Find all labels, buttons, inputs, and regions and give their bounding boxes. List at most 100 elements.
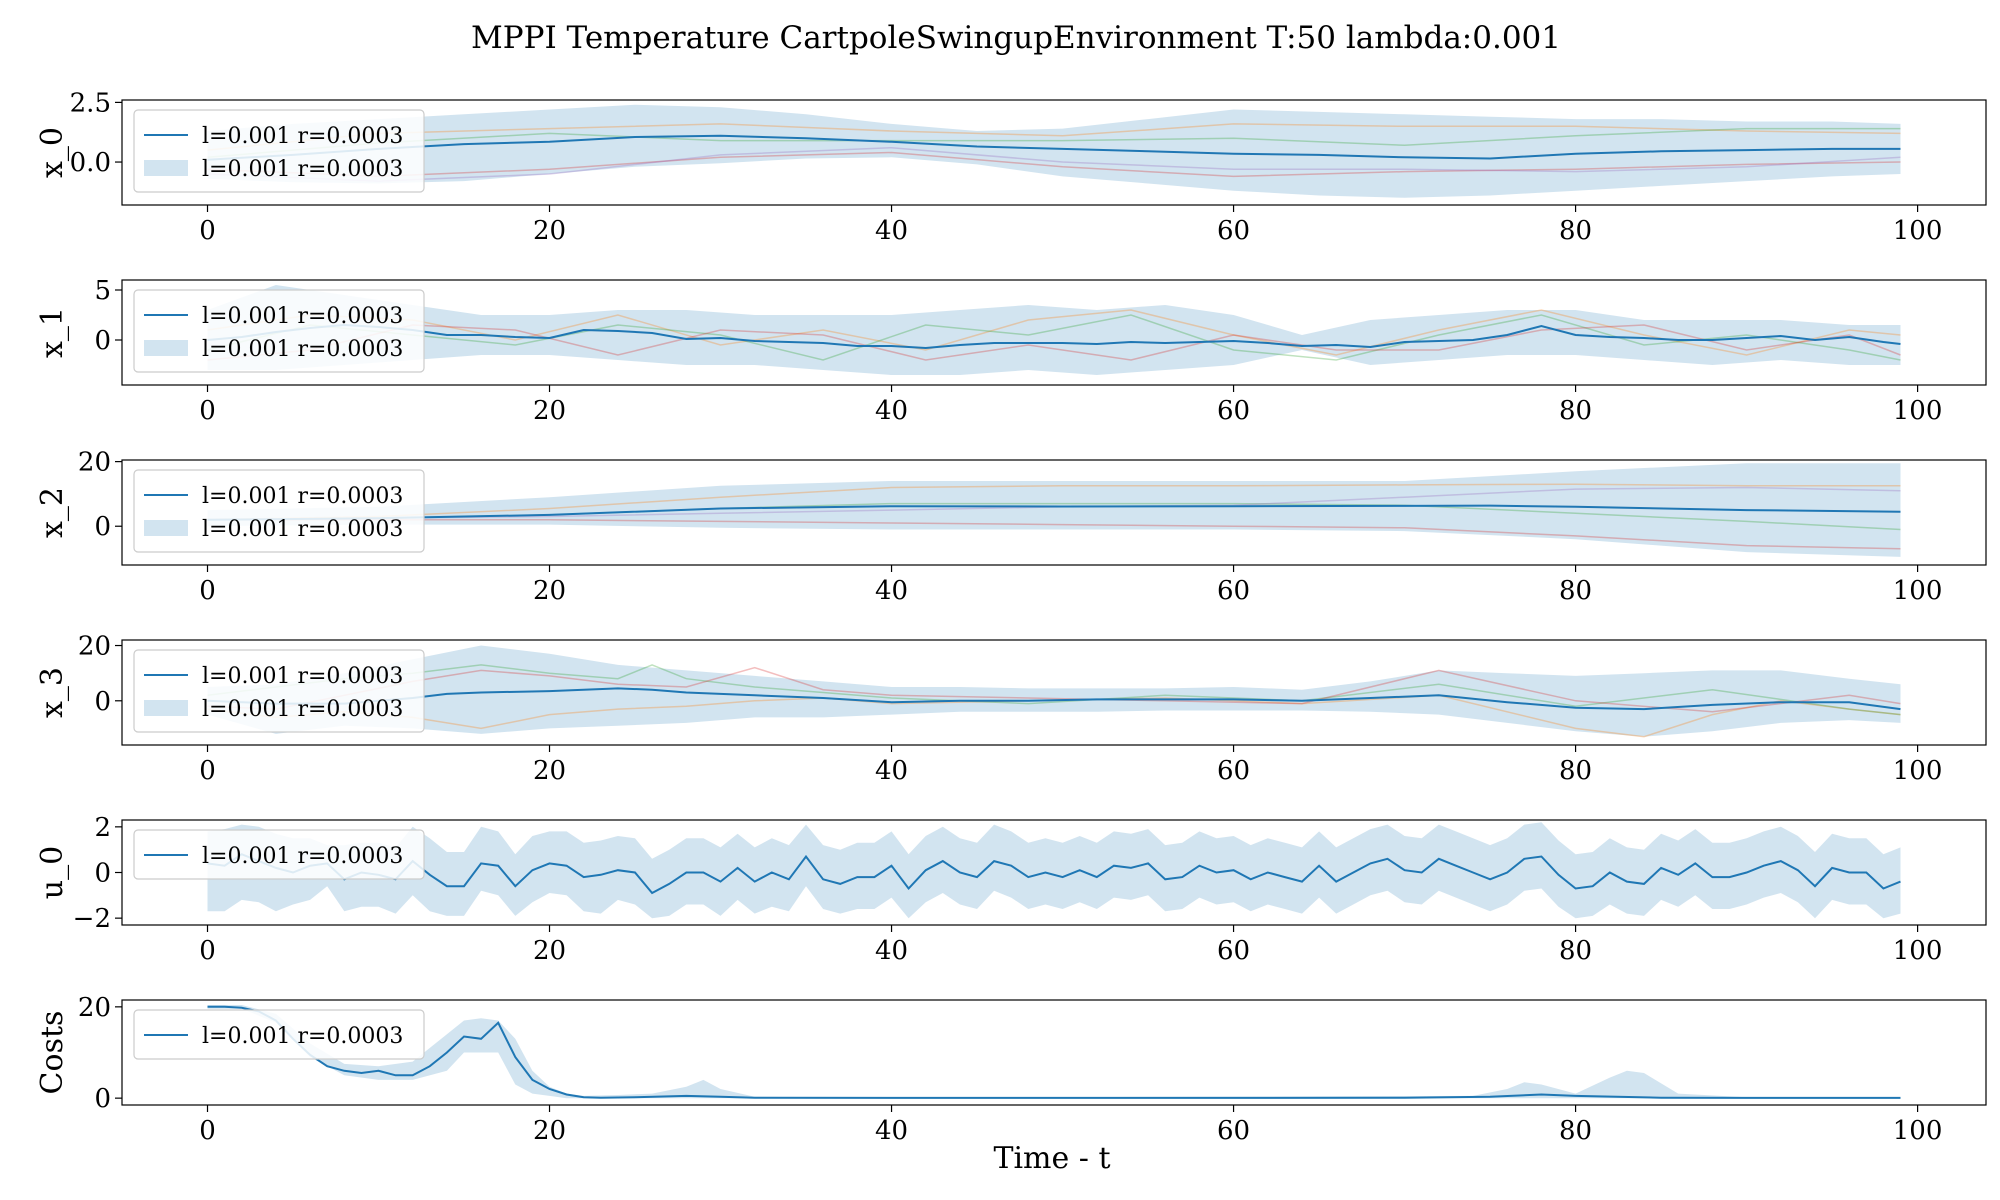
x-tick-label: 20	[533, 1116, 566, 1146]
x-tick-label: 20	[533, 216, 566, 246]
legend-box	[133, 109, 425, 193]
y-tick-label: 0.0	[70, 148, 111, 178]
x-tick-label: 80	[1559, 756, 1592, 786]
confidence-band	[207, 285, 1901, 375]
y-tick-label: 20	[78, 632, 111, 662]
x-tick-label: 0	[199, 216, 216, 246]
legend-label: l=0.001 r=0.0003	[202, 304, 403, 329]
y-tick-label: 0	[94, 687, 111, 717]
sample-trajectory-line	[207, 483, 1901, 521]
y-tick-label: 0	[94, 859, 111, 889]
legend-label: l=0.001 r=0.0003	[202, 1024, 403, 1049]
sample-trajectory-line	[207, 314, 1901, 361]
y-axis-label: x_3	[35, 667, 70, 718]
confidence-band	[207, 645, 1901, 737]
x-tick-label: 0	[199, 1116, 216, 1146]
subplot-x-3: 0 20 40 60 80 100 20 0 x_3 l=0.001 r=0.0003 l=0.00…	[35, 632, 1987, 786]
x-tick-label: 0	[199, 936, 216, 966]
axes-frame	[121, 999, 1987, 1106]
x-tick-label: 60	[1217, 396, 1250, 426]
legend-box	[133, 829, 425, 880]
plot-area	[207, 645, 1901, 738]
x-tick-label: 60	[1217, 1116, 1250, 1146]
confidence-band	[207, 822, 1901, 919]
x-tick-label: 80	[1559, 1116, 1592, 1146]
x-tick-label: 20	[533, 756, 566, 786]
x-axis-label: Time - t	[993, 1141, 1110, 1176]
plot-area	[207, 104, 1901, 198]
axes-frame	[121, 459, 1987, 566]
confidence-band	[207, 104, 1901, 198]
axes-frame	[121, 99, 1987, 206]
y-tick-label: 20	[78, 448, 111, 478]
axes-frame	[121, 279, 1987, 386]
x-tick-label: 40	[875, 1116, 908, 1146]
legend-box	[133, 649, 425, 733]
subplot-costs: 0 20 40 60 80 100 20 0 Costs l=0.001 r=0.0003	[35, 993, 1987, 1146]
confidence-band	[207, 463, 1901, 557]
x-tick-label: 100	[1893, 1116, 1943, 1146]
plot-area	[207, 822, 1901, 919]
legend-label: l=0.001 r=0.0003	[202, 664, 403, 689]
y-tick-label: 5	[94, 276, 111, 306]
legend-label: l=0.001 r=0.0003	[202, 484, 403, 509]
x-tick-label: 80	[1559, 216, 1592, 246]
plot-area	[207, 1005, 1901, 1099]
x-tick-label: 40	[875, 216, 908, 246]
y-tick-label: 0	[94, 512, 111, 542]
x-tick-label: 60	[1217, 576, 1250, 606]
sample-trajectory-line	[207, 324, 1901, 361]
x-tick-label: 0	[199, 396, 216, 426]
y-tick-label: 2.5	[70, 88, 111, 118]
y-tick-label: −2	[73, 904, 111, 934]
legend-box	[133, 289, 425, 373]
axes-frame	[121, 639, 1987, 746]
plot-area	[207, 285, 1901, 375]
y-tick-label: 20	[78, 993, 111, 1023]
mean-line	[207, 853, 1901, 895]
legend-label: l=0.001 r=0.0003	[202, 844, 403, 869]
legend-box	[133, 469, 425, 553]
sample-trajectory-line	[207, 146, 1901, 182]
x-tick-label: 60	[1217, 756, 1250, 786]
legend-band-handle	[144, 160, 188, 176]
x-tick-label: 0	[199, 756, 216, 786]
x-tick-label: 100	[1893, 576, 1943, 606]
mean-line	[207, 134, 1901, 161]
legend-label: l=0.001 r=0.0003	[202, 697, 403, 722]
sample-trajectory-line	[207, 519, 1901, 550]
x-tick-label: 20	[533, 396, 566, 426]
x-tick-label: 60	[1217, 216, 1250, 246]
x-tick-label: 20	[533, 936, 566, 966]
figure-title: MPPI Temperature CartpoleSwingupEnvironm…	[471, 20, 1561, 56]
y-tick-label: 0	[94, 326, 111, 356]
y-axis-label: u_0	[35, 846, 70, 899]
legend-band-handle	[144, 700, 188, 716]
sample-trajectory-line	[207, 123, 1901, 151]
y-axis-label: x_1	[35, 307, 70, 358]
x-tick-label: 80	[1559, 936, 1592, 966]
legend-band-handle	[144, 520, 188, 536]
legend-label: l=0.001 r=0.0003	[202, 517, 403, 542]
mean-line	[207, 687, 1901, 711]
x-tick-label: 40	[875, 576, 908, 606]
x-tick-label: 100	[1893, 936, 1943, 966]
subplot-x-1: 0 20 40 60 80 100 5 0 x_1 l=0.001 r=0.0003 l=0.001…	[35, 276, 1987, 426]
x-tick-label: 40	[875, 756, 908, 786]
legend-box	[133, 1009, 425, 1060]
mean-line	[207, 504, 1901, 521]
plot-area	[207, 463, 1901, 557]
y-axis-label: x_0	[35, 127, 70, 178]
sample-trajectory-line	[207, 127, 1901, 159]
sample-trajectory-line	[207, 151, 1901, 178]
legend-band-handle	[144, 340, 188, 356]
subplot-x-0: 0 20 40 60 80 100 2.5 0.0x_0 l=0.001 r=0.0003 l=0…	[35, 88, 1987, 246]
legend-label: l=0.001 r=0.0003	[202, 157, 403, 182]
y-axis-label: Costs	[35, 1011, 70, 1095]
legend-label: l=0.001 r=0.0003	[202, 337, 403, 362]
x-tick-label: 80	[1559, 396, 1592, 426]
y-tick-label: 2	[94, 813, 111, 843]
x-tick-label: 100	[1893, 396, 1943, 426]
